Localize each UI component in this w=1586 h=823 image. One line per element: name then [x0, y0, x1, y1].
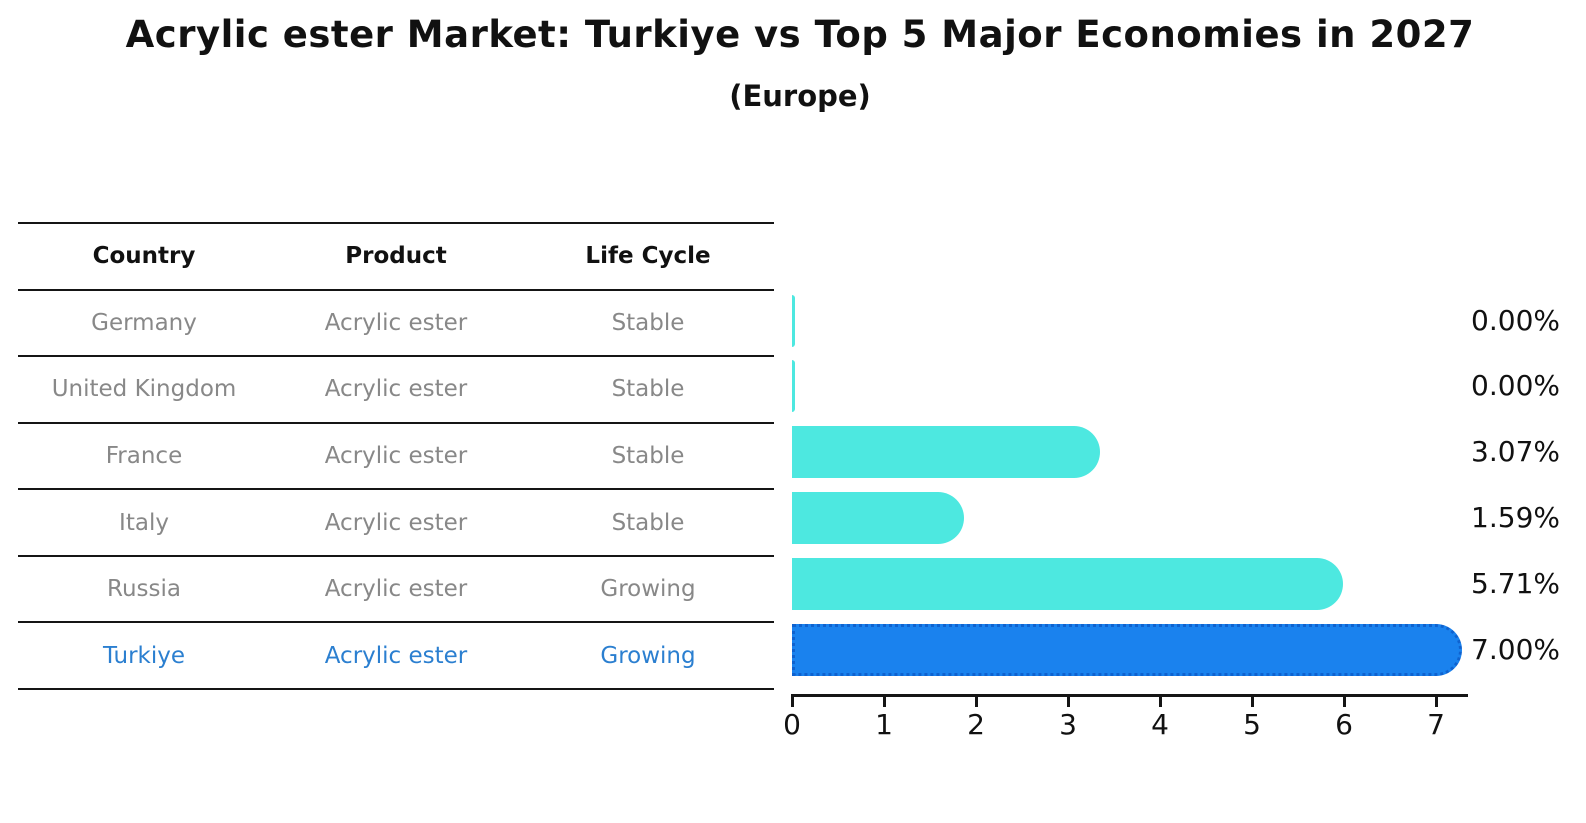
- table-row-russia: Russia Acrylic ester Growing: [18, 554, 774, 622]
- bar-italy: [792, 492, 965, 545]
- x-axis-tick: [1250, 697, 1254, 707]
- cell-product: Acrylic ester: [324, 509, 468, 536]
- x-axis-tick: [1066, 697, 1070, 707]
- value-label-united-kingdom: 0.00%: [1471, 369, 1560, 403]
- value-label-germany: 0.00%: [1471, 303, 1560, 337]
- x-axis-tick-label: 6: [1335, 708, 1353, 741]
- bar-united-kingdom: [792, 360, 795, 413]
- chart-subtitle: (Europe): [729, 79, 871, 113]
- country-table: Country Product Life Cycle Germany Acryl…: [18, 222, 774, 691]
- cell-country: Turkiye: [102, 642, 186, 669]
- column-header-country: Country: [92, 243, 196, 270]
- cell-product: Acrylic ester: [324, 376, 468, 403]
- x-axis-tick-label: 3: [1059, 708, 1077, 741]
- table-row-france: France Acrylic ester Stable: [18, 421, 774, 489]
- chart-title: Acrylic ester Market: Turkiye vs Top 5 M…: [125, 13, 1475, 56]
- cell-country: United Kingdom: [51, 376, 237, 403]
- table-row-united-kingdom: United Kingdom Acrylic ester Stable: [18, 355, 774, 422]
- value-label-turkiye: 7.00%: [1471, 633, 1560, 666]
- table-row-germany: Germany Acrylic ester Stable: [18, 288, 774, 356]
- cell-product: Acrylic ester: [324, 309, 468, 336]
- table-header-row: Country Product Life Cycle: [18, 222, 774, 289]
- cell-life-cycle: Growing: [600, 642, 696, 669]
- table-row-italy: Italy Acrylic ester Stable: [18, 488, 774, 555]
- cell-life-cycle: Stable: [611, 442, 685, 469]
- column-header-product: Product: [345, 243, 447, 270]
- value-label-italy: 1.59%: [1471, 501, 1560, 535]
- table-row-turkiye: Turkiye Acrylic ester Growing: [18, 621, 774, 688]
- value-label-france: 3.07%: [1471, 435, 1560, 469]
- cell-country: France: [105, 442, 183, 469]
- x-axis-tick: [1342, 697, 1346, 707]
- x-axis-tick-label: 7: [1427, 708, 1445, 741]
- x-axis-tick-label: 0: [783, 708, 801, 741]
- x-axis-tick-label: 5: [1243, 708, 1261, 741]
- cell-product: Acrylic ester: [324, 642, 468, 669]
- cell-life-cycle: Stable: [611, 509, 685, 536]
- x-axis-tick: [790, 697, 794, 707]
- x-axis-tick-label: 2: [967, 708, 985, 741]
- cell-life-cycle: Growing: [600, 576, 696, 603]
- bar-russia: [792, 558, 1344, 611]
- x-axis-tick-label: 1: [875, 708, 893, 741]
- column-header-life-cycle: Life Cycle: [585, 243, 711, 270]
- bar-france: [792, 426, 1101, 479]
- x-axis-line: [791, 694, 1468, 697]
- cell-product: Acrylic ester: [324, 442, 468, 469]
- cell-life-cycle: Stable: [611, 309, 685, 336]
- x-axis-tick: [1434, 697, 1438, 707]
- x-axis-tick: [974, 697, 978, 707]
- x-axis-tick-label: 4: [1151, 708, 1169, 741]
- cell-country: Italy: [119, 509, 169, 536]
- bar-germany: [792, 294, 795, 347]
- x-axis-tick: [882, 697, 886, 707]
- cell-product: Acrylic ester: [324, 576, 468, 603]
- x-axis-tick: [1158, 697, 1162, 707]
- cell-country: Russia: [107, 576, 181, 603]
- cell-country: Germany: [91, 309, 197, 336]
- cell-life-cycle: Stable: [611, 376, 685, 403]
- value-label-russia: 5.71%: [1471, 567, 1560, 601]
- bar-turkiye: [792, 624, 1462, 676]
